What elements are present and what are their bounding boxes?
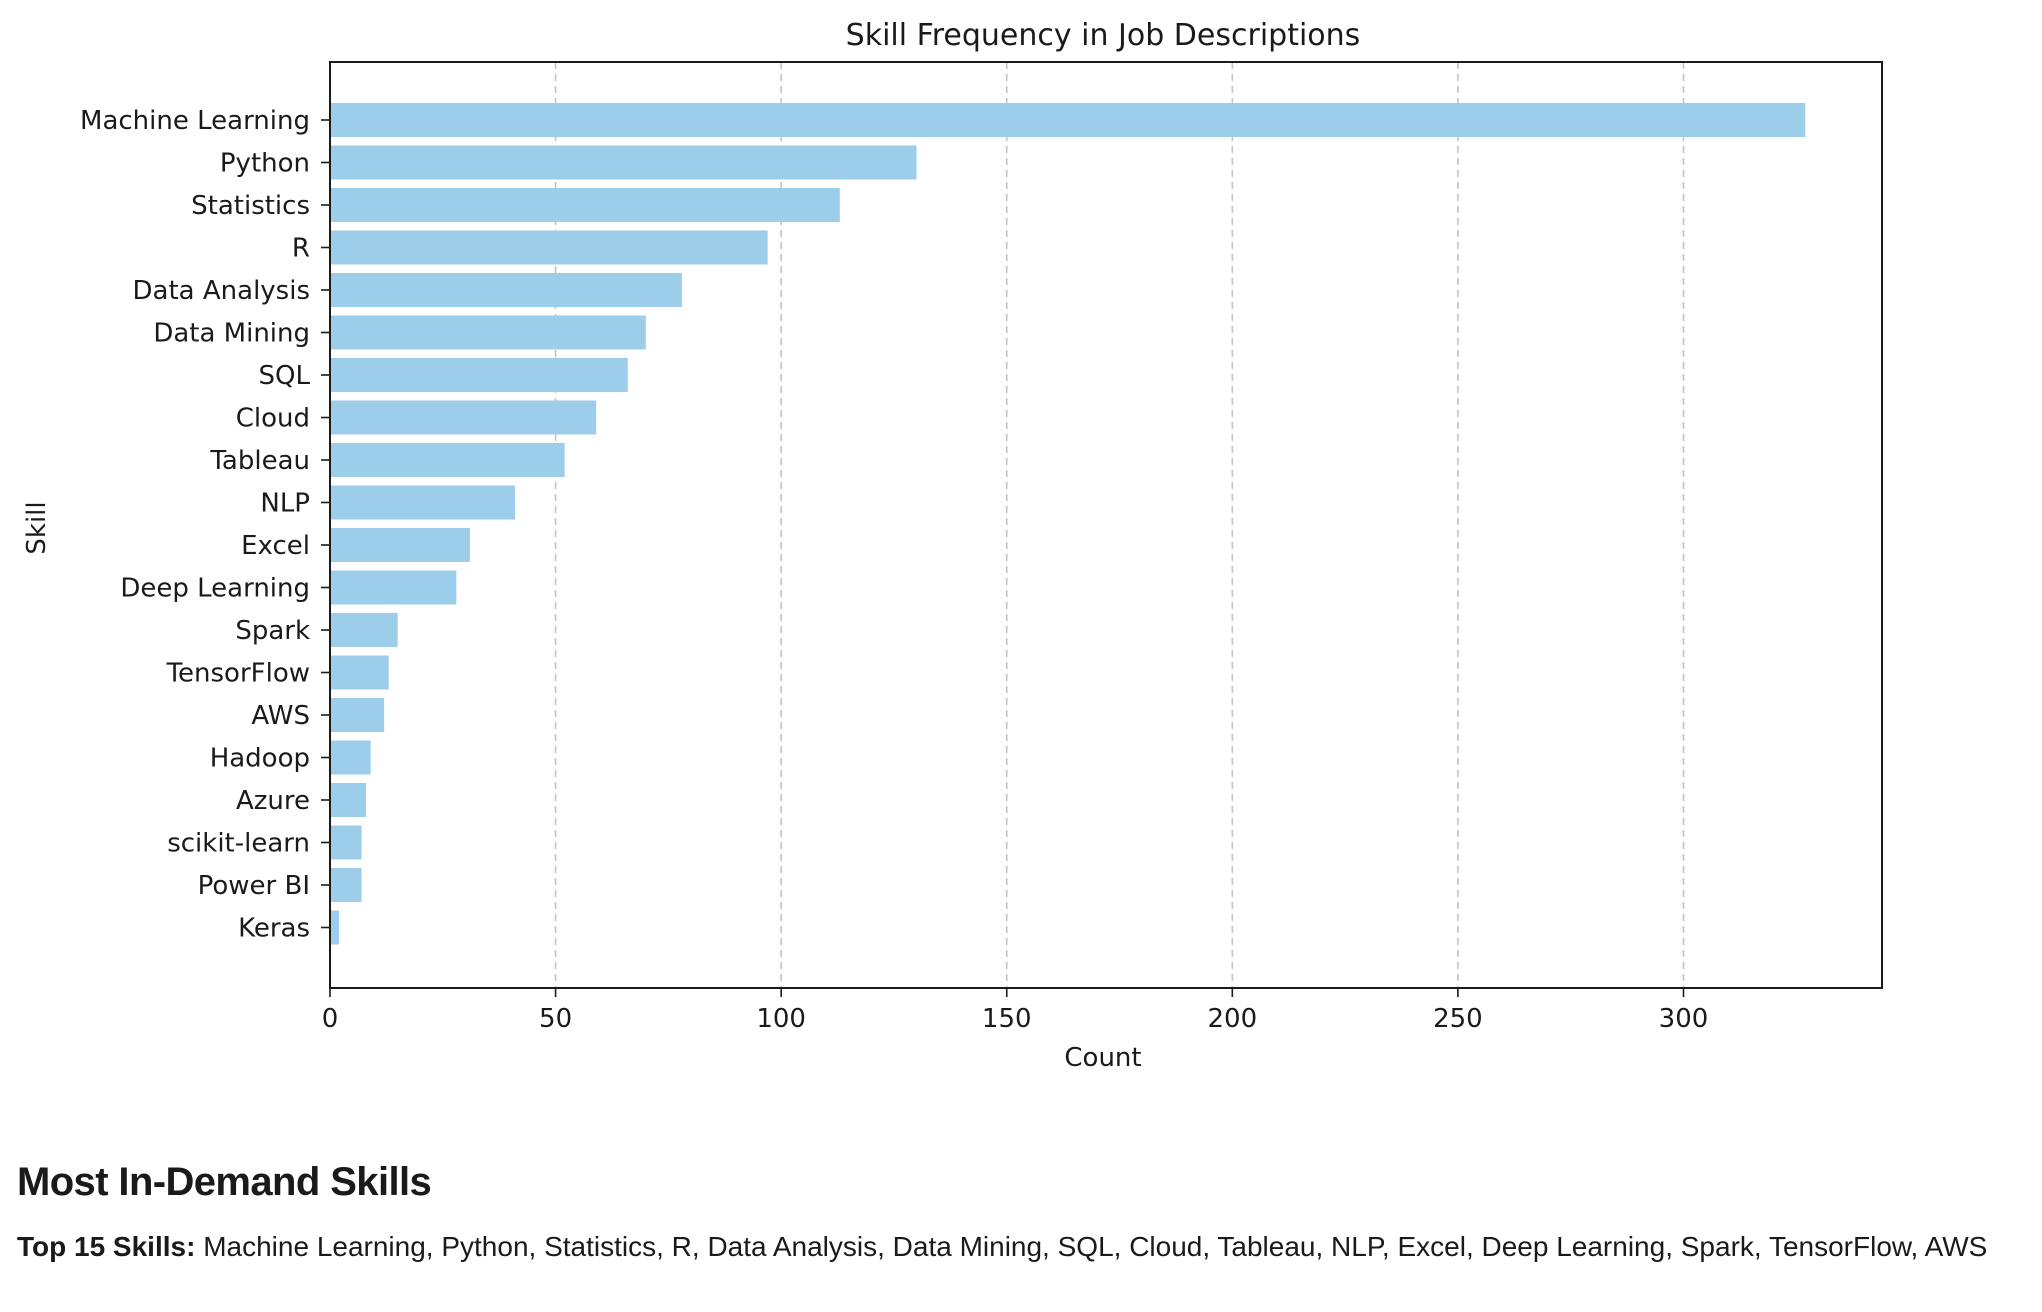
bar <box>330 315 646 350</box>
bar <box>330 613 398 647</box>
bar <box>330 273 682 307</box>
summary-section: Most In-Demand Skills Top 15 Skills: Mac… <box>17 1160 2032 1263</box>
y-tick-label: Python <box>220 149 310 179</box>
bars <box>330 103 1806 945</box>
bar <box>330 655 389 690</box>
bar <box>330 230 768 265</box>
x-tick-label: 150 <box>982 1004 1032 1034</box>
bar <box>330 910 340 945</box>
x-tick-label: 300 <box>1659 1004 1709 1034</box>
y-tick-label: Data Analysis <box>133 276 310 306</box>
y-tick-label: NLP <box>260 489 310 519</box>
y-tick-label: Spark <box>235 616 310 646</box>
y-tick-label: Hadoop <box>210 744 310 774</box>
y-tick-label: R <box>292 234 310 264</box>
bar <box>330 868 362 902</box>
bar <box>330 783 367 817</box>
plot-area-frame <box>329 61 1883 989</box>
gridlines <box>554 62 1685 988</box>
x-tick-label: 250 <box>1433 1004 1483 1034</box>
bar <box>330 103 1806 137</box>
y-tick-label: Power BI <box>198 871 310 901</box>
bar <box>330 400 597 435</box>
x-axis-label: Count <box>1064 1043 1141 1073</box>
y-tick-label: Statistics <box>191 191 310 221</box>
top-skills-line: Top 15 Skills: Machine Learning, Python,… <box>17 1231 2032 1263</box>
chart-title: Skill Frequency in Job Descriptions <box>846 18 1361 53</box>
bar <box>330 528 470 562</box>
y-tick-label: TensorFlow <box>166 659 310 689</box>
skill-frequency-chart: 0 50 100 150 200 250 300 Machine Learning Pytho… <box>22 18 1883 1073</box>
y-axis-label: Skill <box>22 501 52 554</box>
y-axis-ticks: Machine Learning Python Statistics R Data An… <box>80 106 330 944</box>
bar <box>330 358 628 392</box>
bar <box>330 485 515 520</box>
x-tick-label: 50 <box>539 1004 572 1034</box>
y-tick-label: AWS <box>251 701 310 731</box>
x-tick-label: 0 <box>322 1004 339 1034</box>
y-tick-label: Excel <box>241 531 310 561</box>
bar <box>330 188 840 222</box>
bar <box>330 145 917 180</box>
y-tick-label: Deep Learning <box>120 574 310 604</box>
y-tick-label: Machine Learning <box>80 106 310 136</box>
y-tick-label: Cloud <box>236 404 310 434</box>
bar <box>330 570 457 605</box>
y-tick-label: Azure <box>236 786 310 816</box>
bar <box>330 698 385 732</box>
x-tick-label: 200 <box>1208 1004 1258 1034</box>
top-skills-list: Machine Learning, Python, Statistics, R,… <box>203 1231 1988 1262</box>
y-tick-label: scikit-learn <box>167 829 310 859</box>
top-skills-label: Top 15 Skills: <box>17 1231 196 1262</box>
y-tick-label: SQL <box>259 361 311 391</box>
y-tick-label: Tableau <box>209 446 310 476</box>
section-heading: Most In-Demand Skills <box>17 1160 432 1204</box>
y-tick-label: Keras <box>238 914 310 944</box>
x-tick-label: 100 <box>756 1004 806 1034</box>
bar <box>330 443 565 477</box>
x-axis-ticks: 0 50 100 150 200 250 300 <box>322 988 1709 1034</box>
y-tick-label: Data Mining <box>153 319 310 349</box>
bar <box>330 740 371 775</box>
bar <box>330 825 362 860</box>
